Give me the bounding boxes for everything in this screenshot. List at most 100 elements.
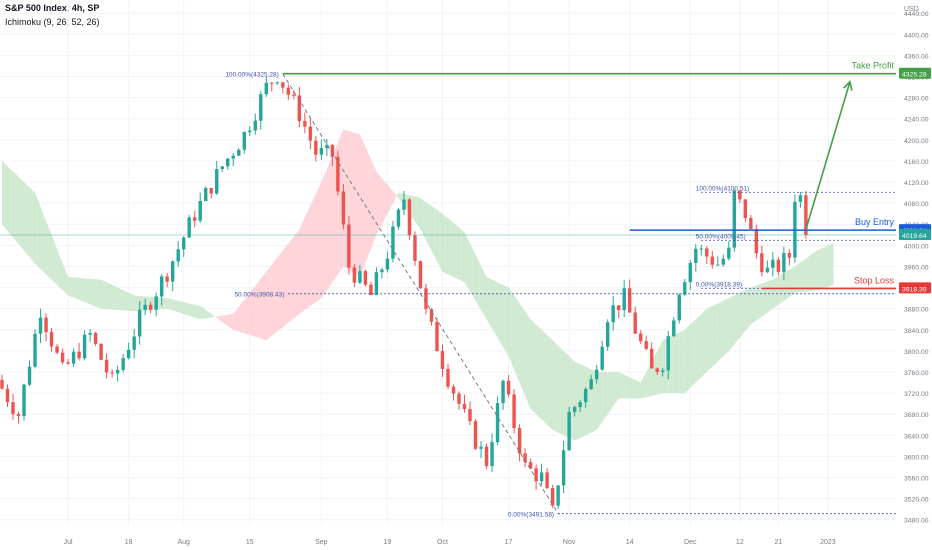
candle-body [77,351,81,359]
cloud-bullish [748,287,751,328]
x-tick-label: 15 [246,539,254,546]
cloud-bullish [29,187,33,261]
candle-body [165,276,169,282]
y-tick-label: 4080.00 [904,201,929,208]
cloud-bullish [717,302,721,362]
cloud-bullish [128,292,132,312]
candle-body [49,332,54,347]
x-tick-label: Jul [64,539,73,546]
cloud-bullish [428,203,432,251]
cloud-bullish [123,290,126,311]
candle-body [275,82,280,84]
cloud-bullish [10,168,14,238]
candle-body [528,462,533,469]
candle-body [55,346,59,353]
cloud-bullish [629,377,633,399]
cloud-bullish [494,280,498,338]
cloud-bearish [329,155,333,287]
cloud-bullish [492,279,495,334]
cloud-bullish [770,279,773,311]
cloud-bullish [158,297,162,310]
candle-body [666,336,670,371]
candle-body [424,288,428,310]
cloud-bullish [536,324,539,417]
candle-body [385,258,390,270]
candle-body [534,468,538,482]
indicator-label[interactable]: Ichimoku (9, 26, 52, 26) [5,17,100,27]
x-tick-label: 12 [736,539,744,546]
cloud-bearish [362,140,366,270]
cloud-bullish [48,227,52,280]
candle-body [567,411,571,451]
cloud-bullish [563,350,567,437]
fib-level-label: 50.00%(3908.43) [234,292,284,299]
cloud-bullish [676,332,680,394]
cloud-bullish [21,179,25,251]
cloud-bullish [98,279,102,309]
cloud-bullish [805,256,809,292]
cloud-bearish [321,175,325,299]
candle-body [391,226,395,259]
candle-body [132,336,136,350]
candle-body [495,403,500,443]
cloud-bullish [786,269,790,299]
price-tag-text: 4325.28 [902,72,927,79]
y-tick-label: 3520.00 [904,497,929,504]
cloud-bullish [753,285,757,323]
cloud-bullish [596,371,600,431]
cloud-bullish [516,299,520,383]
cloud-bearish [238,303,242,333]
candle-body [336,156,340,192]
cloud-bullish [431,205,435,256]
y-tick-label: 4400.00 [904,32,929,39]
candle-body [523,453,527,463]
candle-body [396,209,401,227]
cloud-bullish [522,307,526,396]
cloud-bullish [607,371,611,415]
cloud-bullish [602,371,605,423]
cloud-bullish [26,184,30,258]
cloud-bearish [310,199,314,307]
cloud-bullish [81,278,85,303]
candle-body [11,402,15,415]
cloud-bullish [825,245,828,288]
cloud-bullish [761,282,765,317]
cloud-bullish [120,288,124,311]
candle-body [187,217,191,238]
candle-body [369,284,373,295]
candle-body [71,351,76,364]
candle-body [88,332,92,335]
cloud-bullish [112,284,115,310]
candle-body [44,317,48,333]
candle-body [308,126,313,141]
candle-body [688,262,692,283]
cloud-bullish [420,197,424,235]
cloud-bearish [291,236,294,321]
price-tag-text: 4019.64 [902,233,927,240]
cloud-bullish [417,197,421,230]
cloud-bullish [610,371,614,411]
cloud-bullish [789,268,793,297]
cloud-bullish [626,375,630,399]
cloud-bearish [258,278,261,339]
cloud-bearish [384,181,388,219]
cloud-bullish [65,269,69,296]
y-tick-label: 3800.00 [904,349,929,356]
candle-body [506,380,511,395]
cloud-bullish [87,278,91,305]
candle-body [782,253,786,272]
cloud-bullish [555,342,559,433]
candle-body [760,253,764,273]
cloud-bullish [593,370,597,432]
candle-body [743,199,748,219]
candle-body [402,199,406,210]
candle-body [771,259,775,268]
fib-level-label: 100.00%(4325.28) [225,72,279,79]
cloud-bullish [693,319,696,386]
candle-body [159,276,164,297]
candle-body [732,190,737,248]
cloud-bullish [95,279,99,308]
cloud-bearish [241,299,245,334]
candle-body [253,120,257,131]
